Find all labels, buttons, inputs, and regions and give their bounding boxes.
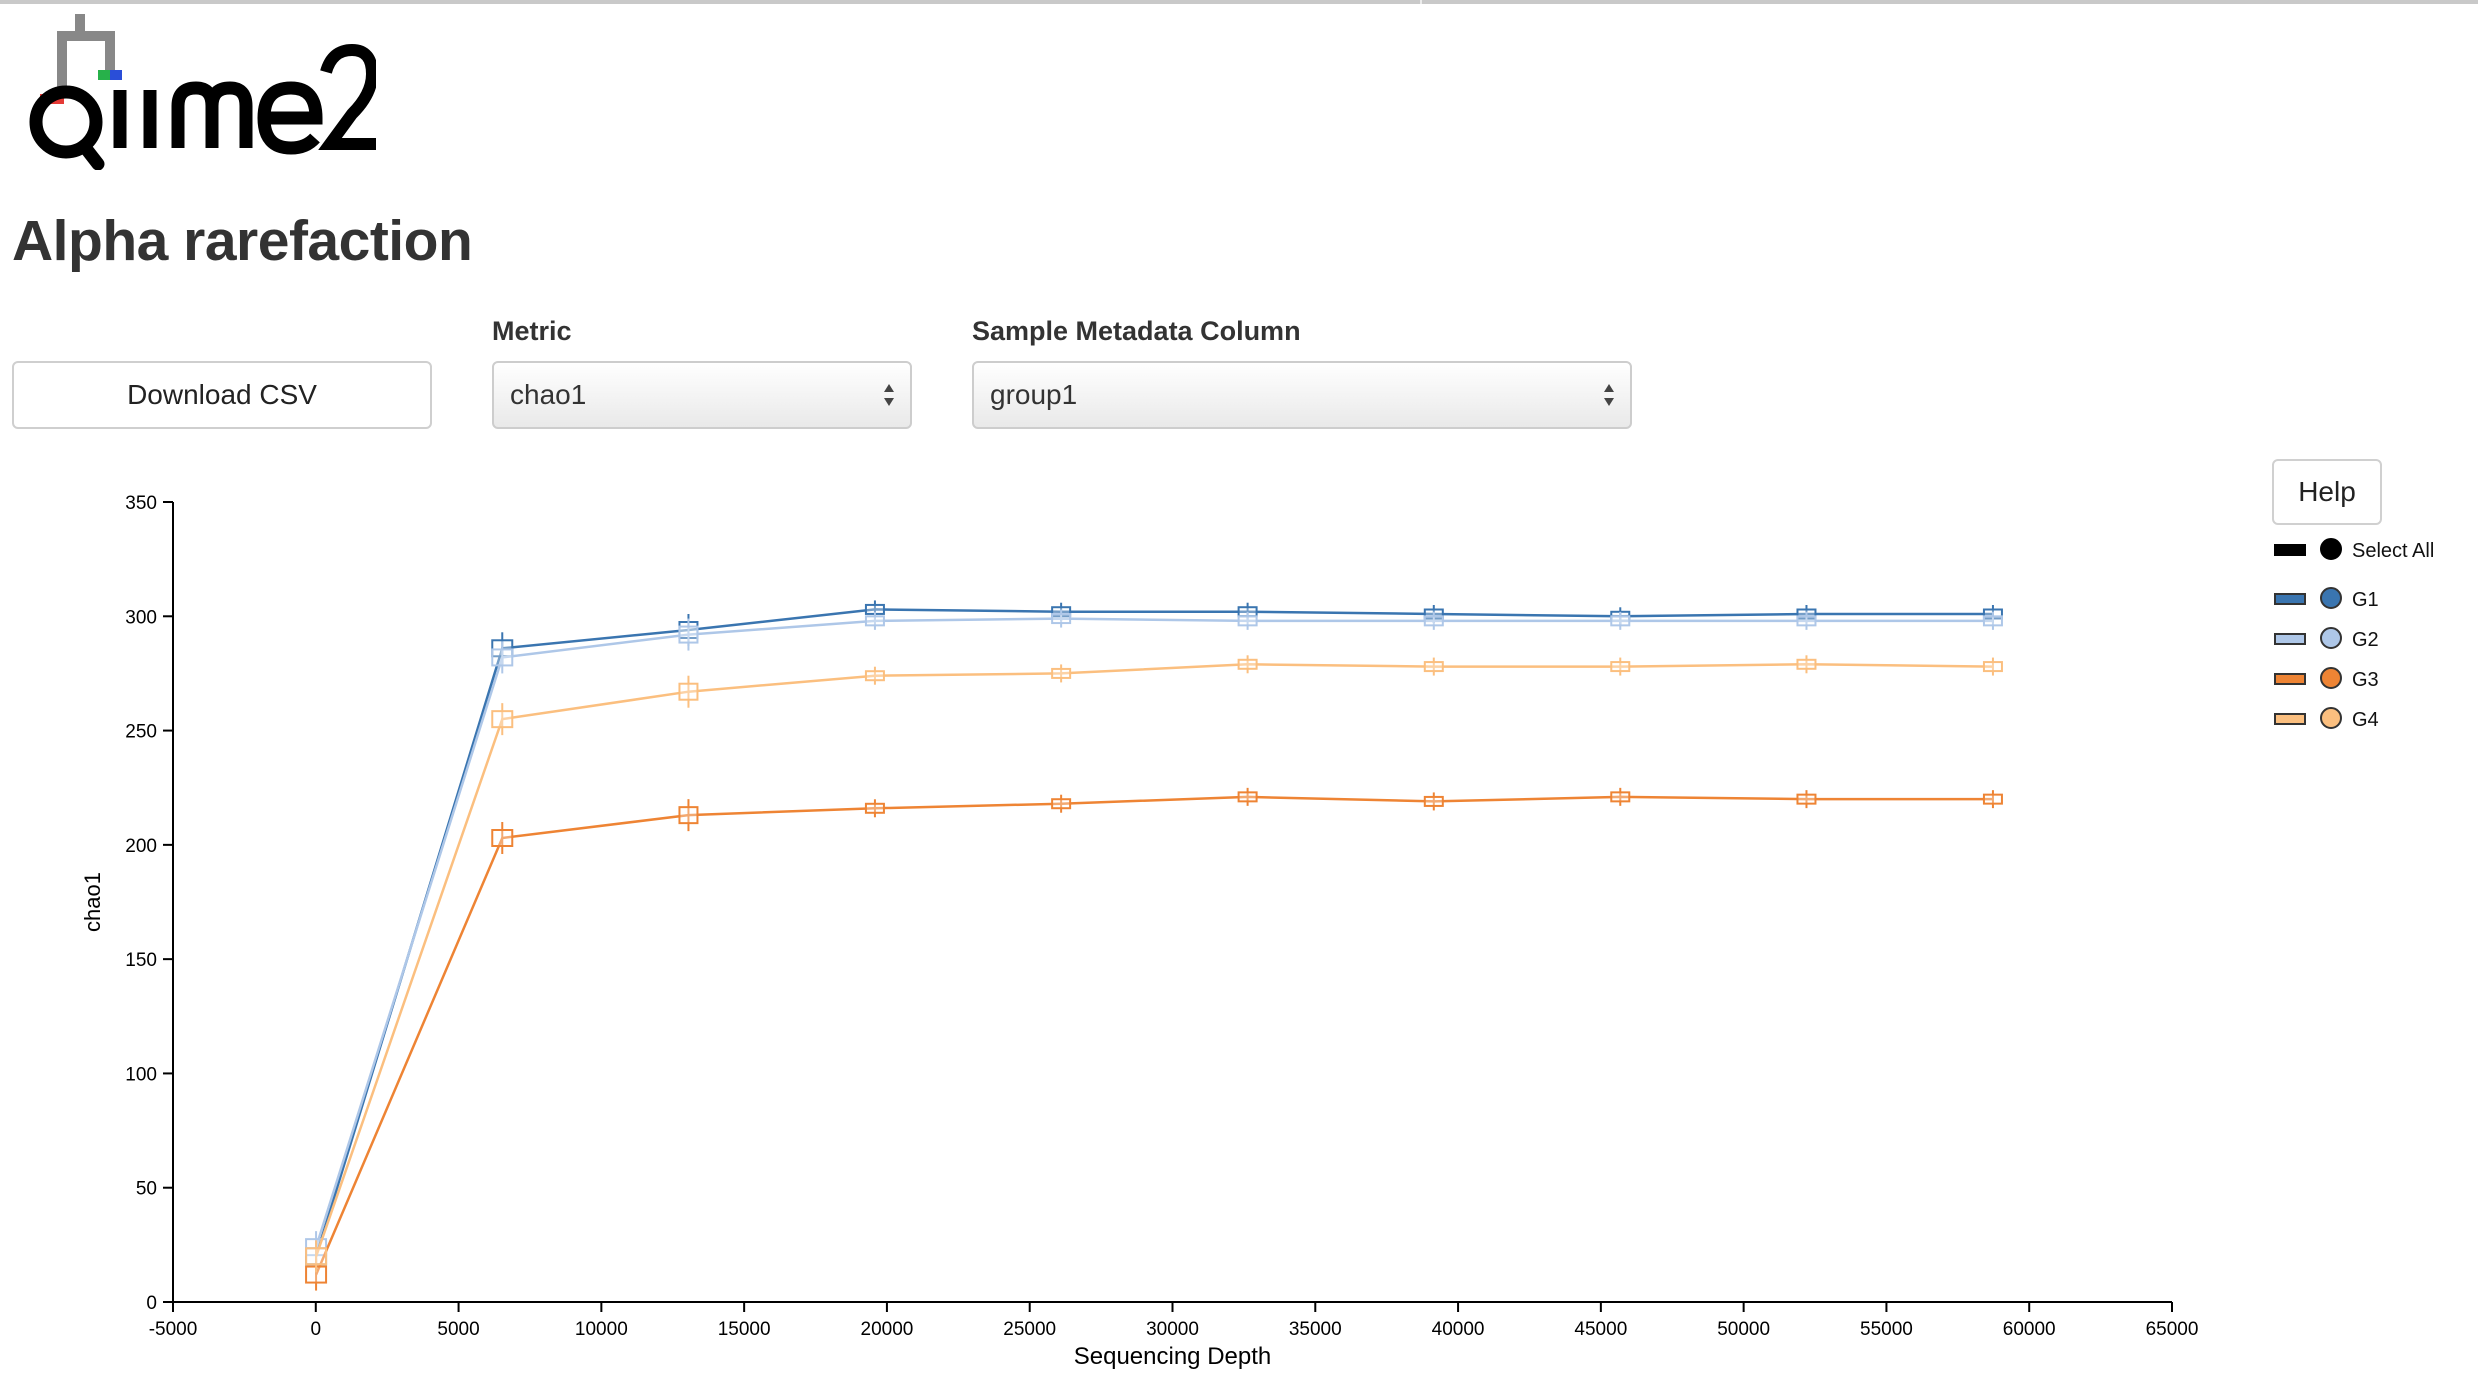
x-tick-label: 60000 bbox=[2003, 1319, 2056, 1340]
legend-label: G4 bbox=[2352, 709, 2379, 731]
x-tick-label: 30000 bbox=[1146, 1319, 1199, 1340]
metadata-column-select-value: group1 bbox=[990, 379, 1078, 410]
metadata-column-select[interactable]: group1 bbox=[972, 361, 1632, 429]
rarefaction-chart: 0 50 100 150 200 250 300 350 -5000 0 5000 10000 1500… bbox=[80, 493, 2199, 1370]
x-tick-label: 50000 bbox=[1717, 1319, 1770, 1340]
legend-line-swatch[interactable] bbox=[2274, 713, 2306, 725]
box-g3 bbox=[1051, 798, 1072, 810]
box-g2 bbox=[491, 648, 514, 667]
metadata-column-label: Sample Metadata Column bbox=[972, 316, 1301, 346]
legend-item-g4[interactable]: G4 bbox=[2272, 705, 2472, 735]
series-line-g1 bbox=[314, 608, 1993, 1257]
box-g3 bbox=[491, 829, 514, 847]
legend-select-all[interactable]: Select All bbox=[2272, 536, 2472, 566]
metric-select[interactable]: chao1 bbox=[492, 361, 912, 429]
box-g4 bbox=[864, 670, 885, 682]
legend-item-g3[interactable]: G3 bbox=[2272, 665, 2472, 695]
x-tick-label: 25000 bbox=[1003, 1319, 1056, 1340]
legend-dot[interactable] bbox=[2320, 707, 2342, 729]
qiime2-logo bbox=[29, 14, 376, 170]
y-tick-label: 0 bbox=[146, 1293, 157, 1314]
box-g2 bbox=[1610, 615, 1631, 627]
box-g2 bbox=[1982, 615, 2003, 627]
series-line-g4 bbox=[314, 663, 1993, 1257]
x-tick-label: -5000 bbox=[149, 1319, 198, 1340]
y-tick-label: 250 bbox=[125, 722, 157, 743]
box-g4 bbox=[1423, 661, 1444, 673]
y-tick-label: 350 bbox=[125, 493, 157, 514]
legend-line-swatch[interactable] bbox=[2274, 673, 2306, 685]
page-title: Alpha rarefaction bbox=[12, 209, 473, 273]
box-g3 bbox=[1982, 793, 2003, 805]
box-g4 bbox=[678, 682, 699, 701]
y-tick-label: 200 bbox=[125, 836, 157, 857]
box-g4 bbox=[1051, 667, 1072, 679]
box-g2 bbox=[678, 625, 699, 644]
x-tick-label: 35000 bbox=[1289, 1319, 1342, 1340]
box-g3 bbox=[1610, 791, 1631, 803]
legend-label: Select All bbox=[2352, 540, 2435, 562]
download-csv-button[interactable]: Download CSV bbox=[12, 361, 432, 429]
legend-dot[interactable] bbox=[2320, 538, 2342, 560]
top-border bbox=[0, 0, 2478, 4]
legend-label: G1 bbox=[2352, 589, 2379, 611]
legend-dot[interactable] bbox=[2320, 587, 2342, 609]
help-button[interactable]: Help bbox=[2272, 459, 2382, 525]
box-g4 bbox=[1610, 661, 1631, 673]
x-tick-label: 15000 bbox=[718, 1319, 771, 1340]
legend-label: G2 bbox=[2352, 629, 2379, 651]
select-arrows-icon bbox=[884, 384, 894, 406]
y-axis-label: chao1 bbox=[80, 872, 105, 932]
box-g4 bbox=[305, 1247, 328, 1266]
series-line-g2 bbox=[314, 617, 1993, 1248]
x-tick-label: 10000 bbox=[575, 1319, 628, 1340]
box-g2 bbox=[1796, 615, 1817, 627]
legend-dot[interactable] bbox=[2320, 627, 2342, 649]
box-g4 bbox=[1796, 658, 1817, 670]
x-tick-label: 20000 bbox=[861, 1319, 914, 1340]
y-tick-label: 100 bbox=[125, 1064, 157, 1085]
top-border-divider bbox=[1420, 0, 1422, 4]
metric-label: Metric bbox=[492, 316, 572, 346]
box-g3 bbox=[678, 806, 699, 825]
box-g3 bbox=[1237, 791, 1258, 803]
x-tick-label: 0 bbox=[310, 1319, 321, 1340]
box-g4 bbox=[1237, 658, 1258, 670]
x-tick-label: 65000 bbox=[2146, 1319, 2199, 1340]
x-axis-label: Sequencing Depth bbox=[1074, 1343, 1271, 1370]
select-arrows-icon bbox=[1604, 384, 1614, 406]
box-g3 bbox=[1796, 793, 1817, 805]
box-g4 bbox=[1982, 661, 2003, 673]
box-g2 bbox=[1237, 615, 1258, 627]
x-tick-label: 5000 bbox=[437, 1319, 479, 1340]
legend-line-swatch[interactable] bbox=[2274, 544, 2306, 556]
metric-select-value: chao1 bbox=[510, 379, 587, 410]
y-tick-label: 50 bbox=[136, 1179, 157, 1200]
legend-item-g2[interactable]: G2 bbox=[2272, 625, 2472, 655]
box-g3 bbox=[1423, 795, 1444, 807]
legend-label: G3 bbox=[2352, 669, 2379, 691]
x-tick-label: 55000 bbox=[1860, 1319, 1913, 1340]
series-line-g3 bbox=[314, 795, 1993, 1276]
box-g2 bbox=[1423, 615, 1444, 627]
x-tick-label: 40000 bbox=[1432, 1319, 1485, 1340]
box-g3 bbox=[864, 802, 885, 814]
legend-line-swatch[interactable] bbox=[2274, 593, 2306, 605]
box-g2 bbox=[864, 615, 885, 627]
box-g2 bbox=[1051, 613, 1072, 625]
x-tick-label: 45000 bbox=[1574, 1319, 1627, 1340]
y-tick-label: 150 bbox=[125, 950, 157, 971]
legend-item-g1[interactable]: G1 bbox=[2272, 585, 2472, 615]
legend-dot[interactable] bbox=[2320, 667, 2342, 689]
box-g4 bbox=[491, 710, 514, 729]
legend-line-swatch[interactable] bbox=[2274, 633, 2306, 645]
y-tick-label: 300 bbox=[125, 607, 157, 628]
